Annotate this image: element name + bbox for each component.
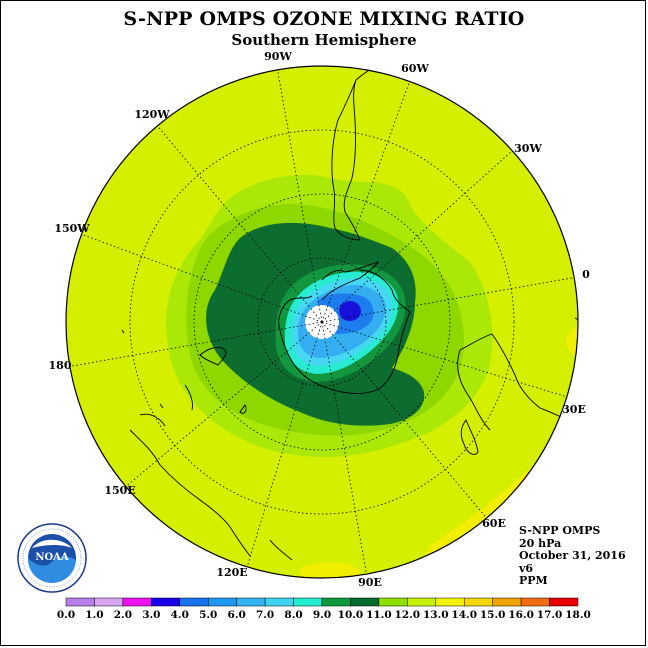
meridian-line [321, 321, 567, 398]
colorbar-tick-label: 17.0 [537, 609, 563, 621]
colorbar-tick-label: 11.0 [366, 609, 392, 621]
longitude-labels: 90W 60W 30W 0 30E 60E 90E 120E 150E 180 150W 120W [49, 50, 591, 589]
colorbar-swatch [463, 597, 493, 607]
longitude-label: 30E [562, 403, 586, 416]
meridian-line [69, 321, 323, 367]
colorbar-swatch [549, 597, 579, 607]
colorbar-tick-label: 18.0 [565, 609, 591, 621]
colorbar-tick-label: 8.0 [284, 609, 302, 621]
colorbar-swatch [293, 597, 323, 607]
colorbar-swatch [122, 597, 152, 607]
longitude-label: 150W [54, 222, 90, 235]
info-satellite: S-NPP OMPS [519, 524, 601, 537]
meridian-line [157, 125, 323, 323]
info-version: v6 [519, 561, 534, 575]
colorbar-swatch [179, 597, 209, 607]
colorbar-tick-label: 3.0 [142, 609, 160, 621]
colorbar-swatch [407, 597, 437, 607]
colorbar-tick-label: 7.0 [256, 609, 274, 621]
colorbar-tick-label: 10.0 [338, 609, 364, 621]
meridians [69, 69, 575, 575]
meridian-line [246, 321, 323, 567]
colorbar-swatch [94, 597, 124, 607]
map-subtitle: Southern Hemisphere [231, 31, 417, 49]
colorbar-tick-label: 15.0 [480, 609, 506, 621]
info-block: S-NPP OMPS 20 hPa October 31, 2016 v6 PP… [519, 524, 626, 588]
graticule [129, 129, 515, 515]
map-title: S-NPP OMPS OZONE MIXING RATIO [123, 8, 525, 30]
colorbar-swatch [151, 597, 181, 607]
colorbar-swatch [236, 597, 266, 607]
colorbar-tick-label: 4.0 [171, 609, 189, 621]
ozone-contour-3 [339, 301, 361, 321]
colorbar-tick-label: 6.0 [228, 609, 246, 621]
colorbar-tick-label: 1.0 [85, 609, 103, 621]
coastlines [121, 66, 578, 561]
meridian-line [321, 277, 575, 323]
longitude-label: 60W [401, 62, 429, 75]
colorbar-swatch [264, 597, 294, 607]
longitude-label: 150E [104, 484, 135, 497]
colorbar: 0.0 1.0 2.0 3.0 4.0 5.0 6.0 7.0 8.0 9.0 10.0 11.0 12… [57, 597, 591, 621]
colorbar-tick-label: 12.0 [395, 609, 421, 621]
map-border [65, 65, 579, 579]
colorbar-swatch [65, 597, 95, 607]
colorbar-swatch [378, 597, 408, 607]
info-level: 20 hPa [519, 536, 562, 550]
noaa-logo: NOAA [16, 522, 88, 594]
info-date: October 31, 2016 [519, 549, 626, 562]
noaa-logo-text: NOAA [35, 552, 69, 563]
meridian-line [125, 321, 323, 487]
longitude-label: 120W [134, 108, 170, 121]
colorbar-tick-label: 5.0 [199, 609, 217, 621]
longitude-label: 90E [358, 576, 382, 589]
info-units: PPM [519, 574, 548, 587]
colorbar-tick-label: 9.0 [313, 609, 331, 621]
meridian-line [321, 150, 513, 323]
colorbar-swatch [350, 597, 380, 607]
meridian-line [81, 234, 323, 323]
meridian-line [321, 321, 487, 519]
colorbar-swatch [435, 597, 465, 607]
longitude-label: 180 [49, 359, 72, 372]
colorbar-swatch [492, 597, 522, 607]
colorbar-swatch [321, 597, 351, 607]
meridian-line [321, 81, 410, 323]
meridian-line [277, 69, 323, 323]
colorbar-swatch [207, 597, 237, 607]
meridian-line [321, 321, 367, 575]
colorbar-tick-label: 13.0 [423, 609, 449, 621]
longitude-label: 30W [514, 142, 542, 155]
ozone-contour-yellow-small [300, 562, 360, 578]
colorbar-tick-label: 2.0 [114, 609, 132, 621]
longitude-label: 90W [264, 50, 292, 63]
colorbar-swatch [520, 597, 550, 607]
longitude-label: 60E [482, 517, 506, 530]
colorbar-tick-label: 16.0 [508, 609, 534, 621]
colorbar-tick-label: 0.0 [57, 609, 75, 621]
colorbar-tick-label: 14.0 [451, 609, 477, 621]
longitude-label: 120E [216, 566, 247, 579]
longitude-label: 0 [582, 268, 590, 281]
ozone-contour-yellow-east [566, 321, 578, 362]
